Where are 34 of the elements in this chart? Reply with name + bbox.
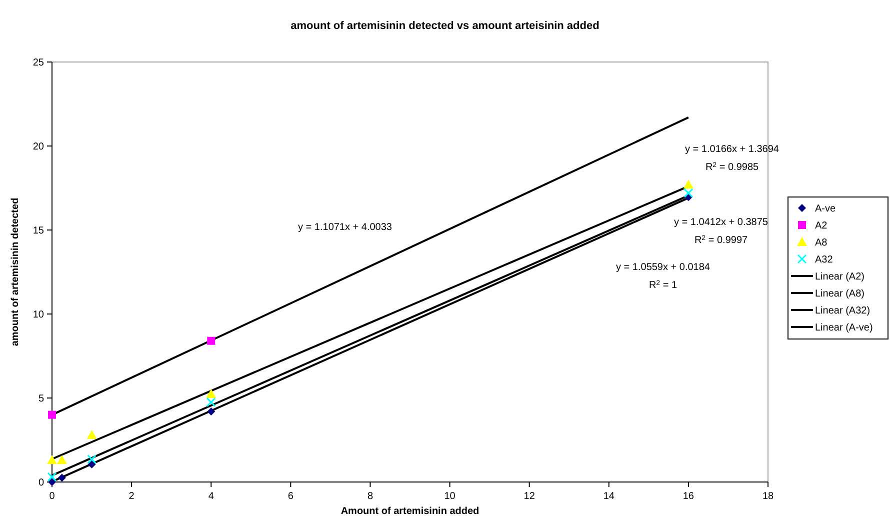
y-tick-label: 25 bbox=[32, 58, 44, 68]
y-tick-label: 20 bbox=[32, 142, 44, 152]
y-tick-label: 10 bbox=[32, 310, 44, 320]
y-tick-label: 5 bbox=[38, 394, 44, 404]
x-tick-label: 2 bbox=[128, 491, 135, 502]
legend-label: A2 bbox=[815, 220, 828, 232]
x-tick-label: 10 bbox=[444, 491, 456, 502]
y-tick-label: 15 bbox=[32, 226, 44, 236]
annotation: y = 1.0559x + 0.0184 bbox=[616, 262, 710, 273]
legend-label: A-ve bbox=[815, 204, 836, 214]
legend-label: A32 bbox=[815, 254, 834, 266]
legend-label: Linear (A8) bbox=[815, 288, 864, 300]
annotation: R$^{2}$ = 0.9985 bbox=[705, 162, 759, 173]
x-tick-label: 8 bbox=[367, 491, 374, 502]
annotation: y = 1.1071x + 4.0033 bbox=[298, 222, 392, 233]
chart-title: amount of artemisinin detected vs amount arteisinin added bbox=[290, 20, 600, 32]
annotation: y = 1.0166x + 1.3694 bbox=[685, 144, 780, 155]
x-axis-title: Amount of artemisinin added bbox=[340, 506, 480, 517]
x-tick-label: 16 bbox=[682, 491, 694, 502]
x-tick-label: 0 bbox=[49, 491, 56, 502]
legend-label: A8 bbox=[815, 238, 828, 248]
x-tick-label: 18 bbox=[762, 491, 774, 502]
legend-label: Linear (A-ve) bbox=[815, 322, 873, 334]
x-tick-label: 12 bbox=[524, 491, 536, 502]
x-tick-label: 4 bbox=[208, 491, 214, 502]
y-axis-title: amount of artemisinin detected bbox=[10, 198, 21, 346]
x-tick-label: 6 bbox=[288, 491, 294, 502]
legend-label: Linear (A2) bbox=[815, 272, 864, 282]
annotation: y = 1.0412x + 0.3875 bbox=[674, 217, 768, 228]
y-tick-label: 0 bbox=[38, 478, 44, 488]
annotation: R$^{2}$ = 1 bbox=[648, 280, 678, 291]
annotation: R$^{2}$ = 0.9997 bbox=[694, 234, 748, 246]
x-tick-label: 14 bbox=[603, 491, 615, 502]
legend-label: Linear (A32) bbox=[815, 306, 870, 316]
